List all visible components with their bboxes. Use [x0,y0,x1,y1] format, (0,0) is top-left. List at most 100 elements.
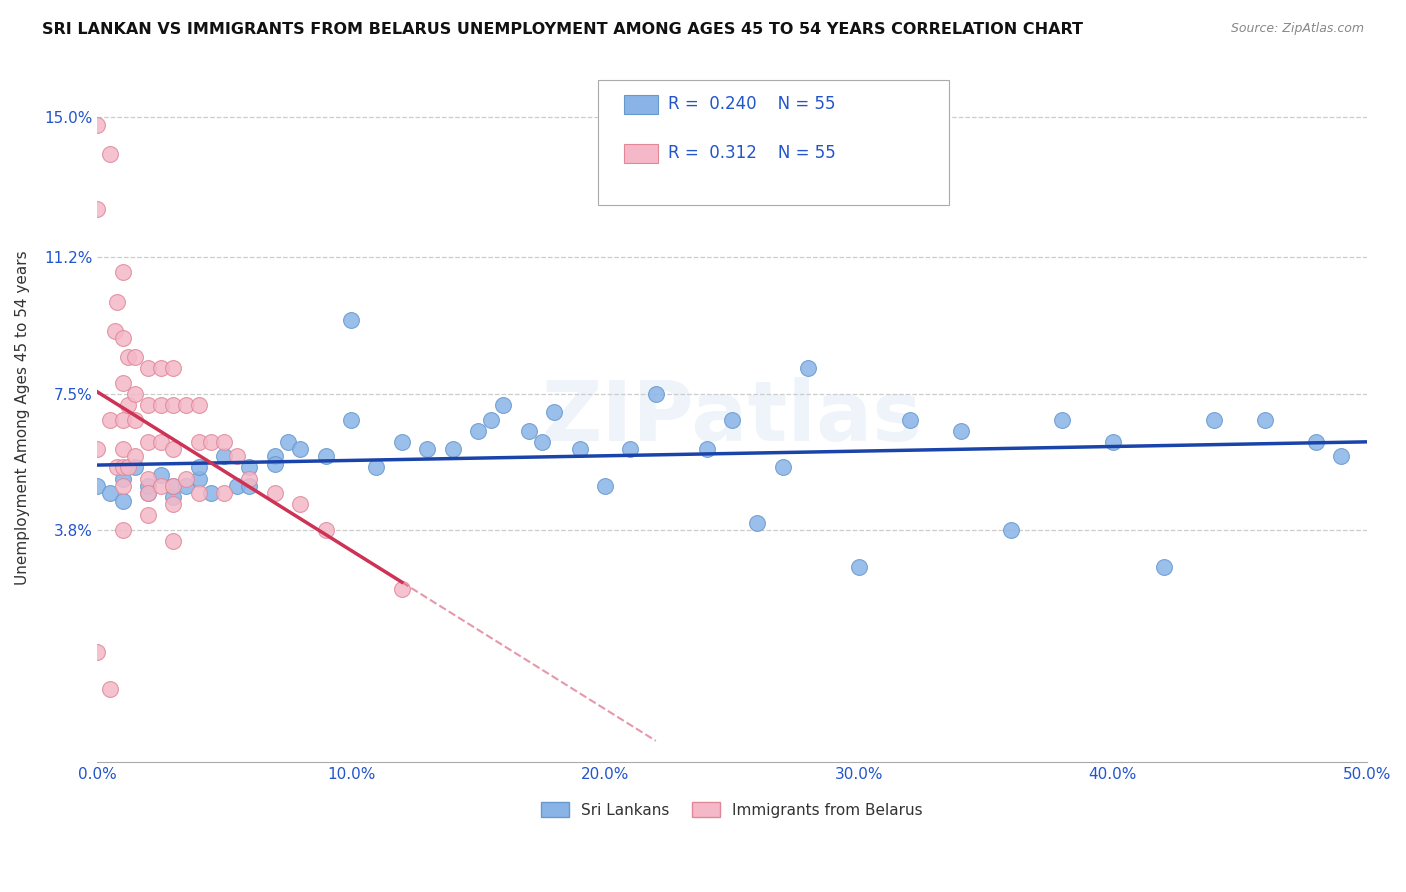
Point [1305,434,1327,449]
Point [98,486,121,500]
Point [212,450,235,464]
Point [111,412,134,426]
Point [898,412,921,426]
Point [162,479,184,493]
Y-axis label: Unemployment Among Ages 45 to 54 years: Unemployment Among Ages 45 to 54 years [15,251,30,585]
Point [136,398,159,412]
Point [441,442,464,456]
Point [86,118,108,132]
Point [98,147,121,161]
Point [111,331,134,345]
Point [86,645,108,659]
Point [187,471,209,485]
Point [467,424,489,438]
Point [949,424,972,438]
Text: R =  0.312    N = 55: R = 0.312 N = 55 [668,145,835,162]
Point [162,490,184,504]
Point [479,412,502,426]
Point [848,560,870,574]
Point [111,442,134,456]
Point [1153,560,1175,574]
Point [98,412,121,426]
Point [98,681,121,696]
Point [86,442,108,456]
Point [149,467,172,482]
Point [315,523,337,537]
Point [1204,412,1226,426]
Point [238,460,260,475]
Point [174,471,197,485]
Point [290,497,312,511]
Point [149,398,172,412]
Point [149,434,172,449]
Point [86,202,108,217]
Point [492,398,515,412]
Point [117,460,139,475]
Point [162,398,184,412]
Point [238,471,260,485]
Point [124,350,146,364]
Point [187,486,209,500]
Point [290,442,312,456]
Point [1330,450,1353,464]
Point [772,460,794,475]
Point [1102,434,1125,449]
Point [530,434,553,449]
Point [107,460,129,475]
Point [111,479,134,493]
Point [644,386,666,401]
Point [391,434,413,449]
Point [174,398,197,412]
Point [117,350,139,364]
Point [86,479,108,493]
Text: ZIPatlas: ZIPatlas [541,377,922,458]
Point [391,582,413,596]
Point [149,360,172,375]
Point [340,313,363,327]
Text: R =  0.240    N = 55: R = 0.240 N = 55 [668,95,835,113]
Point [200,434,222,449]
Point [149,479,172,493]
Text: SRI LANKAN VS IMMIGRANTS FROM BELARUS UNEMPLOYMENT AMONG AGES 45 TO 54 YEARS COR: SRI LANKAN VS IMMIGRANTS FROM BELARUS UN… [42,22,1083,37]
Point [264,450,287,464]
Point [593,479,616,493]
Point [747,516,769,530]
Point [124,450,146,464]
Point [187,398,209,412]
Point [111,523,134,537]
Point [200,486,222,500]
Point [187,460,209,475]
Point [187,434,209,449]
Point [1050,412,1073,426]
Point [797,360,820,375]
Point [124,460,146,475]
Point [136,434,159,449]
Point [174,479,197,493]
Point [264,457,287,471]
Point [111,460,134,475]
Point [212,486,235,500]
Point [104,324,127,338]
Point [111,265,134,279]
Point [568,442,591,456]
Point [162,479,184,493]
Point [117,398,139,412]
Legend: Sri Lankans, Immigrants from Belarus: Sri Lankans, Immigrants from Belarus [536,796,929,823]
Point [136,508,159,523]
Point [238,479,260,493]
Point [136,360,159,375]
Point [162,442,184,456]
Point [136,479,159,493]
Point [124,386,146,401]
Point [619,442,641,456]
Point [212,434,235,449]
Point [162,497,184,511]
Point [543,405,565,419]
Point [264,486,287,500]
Point [277,434,299,449]
Point [136,486,159,500]
Point [517,424,540,438]
Point [107,294,129,309]
Point [136,486,159,500]
Point [124,412,146,426]
